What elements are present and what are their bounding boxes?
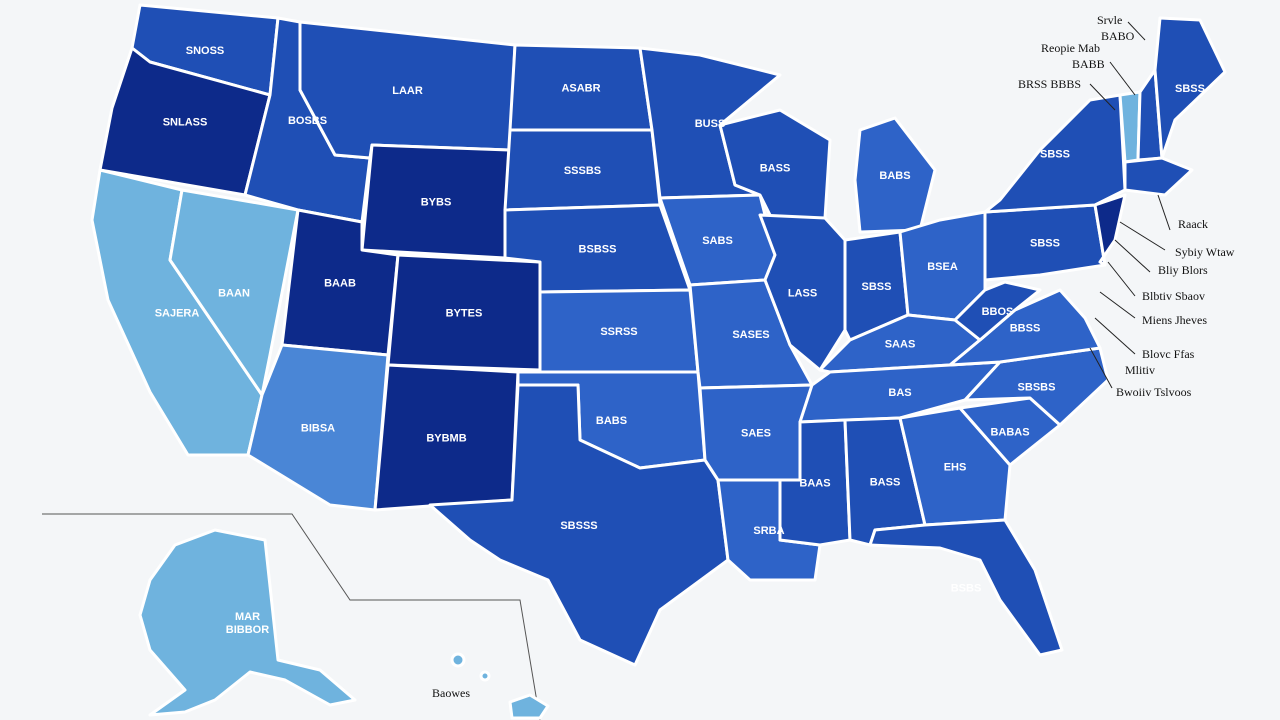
state-label-co: BYTES [446, 308, 483, 320]
state-label-ar: SAES [741, 428, 771, 440]
leader-line [1157, 194, 1171, 231]
state-label-az: BIBSA [301, 423, 335, 435]
state-label-ne: BSBSS [579, 244, 617, 256]
leader-line [1114, 239, 1151, 273]
state-label-ga: EHS [944, 462, 967, 474]
state-label-wy: BYBS [421, 197, 452, 209]
leader-line [1089, 347, 1113, 389]
state-hi-island[interactable] [450, 652, 466, 668]
state-nv[interactable] [168, 188, 300, 397]
state-label-ut: BAAB [324, 278, 356, 290]
state-label-fl: BSBS [951, 583, 982, 595]
state-label-ia: SABS [702, 235, 733, 247]
state-label-mo: SASES [732, 329, 769, 341]
callout-label: Srvle [1097, 13, 1122, 27]
callout-label: BRSS BBBS [1018, 77, 1081, 91]
state-label-tx: SBSSS [560, 520, 597, 532]
callout-label: Raack [1178, 217, 1208, 231]
state-label-ak: BIBBOR [226, 624, 269, 636]
state-label-nv: BAAN [218, 288, 250, 300]
state-label-nd: ASABR [561, 83, 600, 95]
state-label-ms: BAAS [799, 478, 830, 490]
state-label-oh: BSEA [927, 261, 958, 273]
leader-line [1107, 261, 1136, 297]
state-ak[interactable] [138, 528, 357, 717]
state-label-in: SBSS [862, 281, 892, 293]
callout-label: Blbtiv Sbaov [1142, 289, 1205, 303]
state-label-me: SBSS [1175, 83, 1205, 95]
state-va[interactable] [948, 288, 1102, 367]
hawaii-label: Baowes [432, 686, 470, 700]
callout-label: Sybiy Wtaw [1175, 245, 1235, 259]
state-label-pa: SBSS [1030, 238, 1060, 250]
labels-layer: SNOSS SNLASS SAJERA BAAN BOSBS LAAR BYBS BAAB BY… [155, 45, 1205, 636]
state-label-id: BOSBS [288, 115, 327, 127]
state-label-ok: BABS [596, 415, 627, 427]
state-label-tn: BAS [888, 387, 911, 399]
state-label-la: SRBA [753, 525, 784, 537]
state-wv[interactable] [953, 280, 1042, 342]
state-az[interactable] [246, 343, 390, 512]
state-fl[interactable] [868, 518, 1064, 657]
state-label-wv: BBOS [982, 306, 1014, 318]
callout-label: Bliy Blors [1158, 263, 1208, 277]
callout-label: Bwoiiv Tslvoos [1116, 385, 1192, 399]
callout-label: Miens Jheves [1142, 313, 1207, 327]
leader-line [1119, 221, 1166, 251]
state-label-mt: LAAR [392, 85, 423, 97]
state-label-ky: SAAS [885, 339, 916, 351]
leader-line [1094, 317, 1136, 355]
state-label-wi: BASS [760, 163, 791, 175]
state-label-nc: SBSBS [1018, 382, 1056, 394]
state-tx[interactable] [428, 383, 730, 667]
leader-line [1089, 83, 1116, 111]
callout-label: Mlitiv [1125, 363, 1155, 377]
callout-label: Reopie Mab [1041, 41, 1100, 55]
state-label-nm: BYBMB [426, 433, 466, 445]
inset-divider [42, 513, 541, 720]
state-label-sd: SSSBS [564, 165, 601, 177]
state-label-wa: SNOSS [186, 45, 225, 57]
state-nj[interactable] [1093, 193, 1127, 267]
state-label-al: BASS [870, 477, 901, 489]
leader-line [1109, 61, 1136, 96]
state-label-ny: SBSS [1040, 149, 1070, 161]
state-label-mi: BABS [879, 170, 910, 182]
callout-label: BABB [1072, 57, 1105, 71]
state-ma[interactable] [1123, 156, 1194, 197]
state-hi[interactable] [508, 693, 550, 720]
state-label-sc: BABAS [990, 427, 1029, 439]
callout-label: BABO [1101, 29, 1135, 43]
state-label-va: BBSS [1010, 323, 1041, 335]
state-ga[interactable] [898, 406, 1012, 527]
callout-label: Blovc Ffas [1142, 347, 1195, 361]
leader-line [1099, 291, 1136, 319]
leader-line [1127, 21, 1146, 41]
callout-group: Srvle BABO Reopie Mab BABB BRSS BBBS Raa… [1018, 13, 1235, 399]
state-label-ca: SAJERA [155, 308, 200, 320]
states-layer [90, 3, 1227, 720]
state-label-ak: MAR [235, 611, 260, 623]
state-label-mn: BUSS [695, 118, 726, 130]
state-hi-island[interactable] [479, 670, 491, 682]
state-label-ks: SSRSS [600, 326, 637, 338]
state-label-or: SNLASS [163, 117, 208, 129]
state-label-il: LASS [788, 288, 817, 300]
